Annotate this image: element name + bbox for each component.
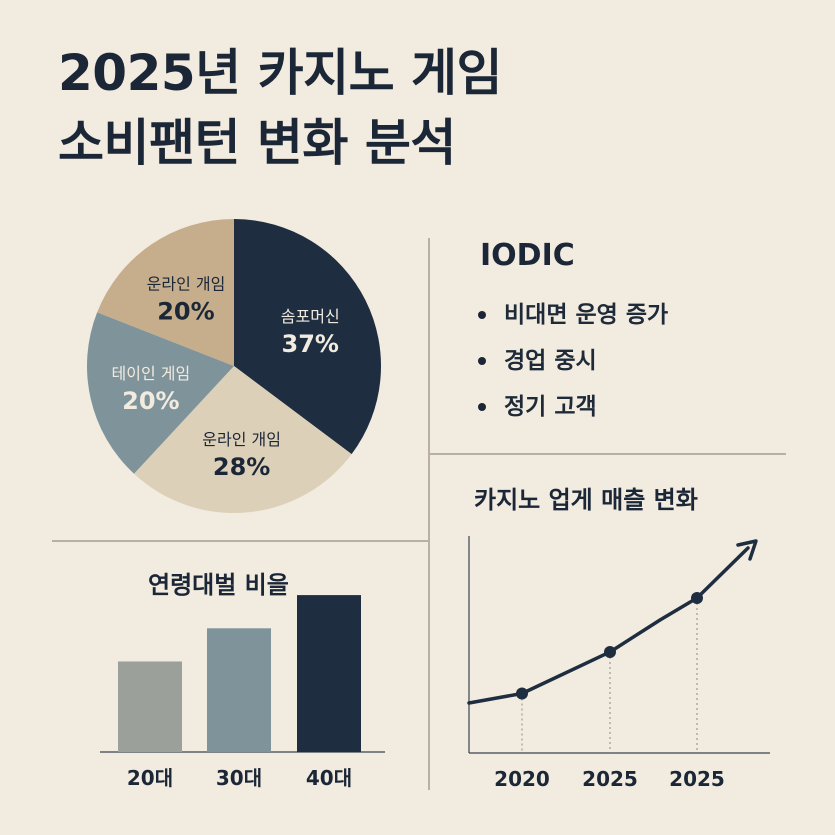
- line-point: [691, 592, 703, 604]
- pie-slice: [234, 219, 381, 455]
- right-horizontal-divider: [428, 453, 786, 455]
- title-line-1: 2025년 카지노 게임: [58, 44, 502, 102]
- arrow-head-icon: [736, 539, 758, 561]
- info-bullet-text: 비대면 운영 증가: [504, 302, 669, 328]
- info-bullet-item: 비대면 운영 증가: [476, 292, 668, 338]
- info-bullet-text: 정기 고객: [504, 394, 597, 420]
- pie-slice-value: 37%: [282, 330, 339, 358]
- info-bullet-item: 경업 중시: [476, 338, 668, 384]
- pie-slice-label: 솜포머신: [281, 307, 340, 326]
- bar: [207, 628, 271, 752]
- pie-slice: [134, 366, 352, 513]
- pie-slice-label: 운라인 개임: [202, 430, 281, 449]
- bullet-dot-icon: [478, 311, 486, 319]
- line-series-path: [467, 546, 750, 705]
- bar-category-label: 40대: [306, 766, 352, 790]
- vertical-divider: [428, 238, 430, 790]
- line-chart-title: 카지노 업게 매츨 변화: [474, 486, 698, 514]
- pie-slice-value: 20%: [157, 298, 214, 326]
- line-point: [516, 687, 528, 700]
- pie-slice-label: 테이인 게임: [112, 364, 191, 383]
- bar: [297, 595, 361, 752]
- info-bullet-item: 정기 고객: [476, 384, 668, 430]
- bar-category-label: 30대: [216, 766, 262, 790]
- pie-slice: [97, 219, 234, 366]
- pie-slice: [86, 312, 234, 474]
- line-x-tick-label: 2020: [494, 767, 550, 791]
- bullet-dot-icon: [478, 403, 486, 411]
- pie-slice-value: 28%: [213, 453, 270, 481]
- info-bullet-list: 비대면 운영 증가 경업 중시 정기 고객: [476, 292, 668, 430]
- page-title: 2025년 카지노 게임 소비팬턴 변화 분석: [58, 38, 502, 178]
- bullet-dot-icon: [478, 357, 486, 365]
- bar: [118, 661, 182, 752]
- info-bullet-text: 경업 중시: [504, 348, 597, 374]
- pie-slice-label: 운라인 개임: [147, 275, 226, 294]
- info-heading: IODIC: [480, 238, 575, 273]
- line-point: [604, 645, 616, 658]
- bar-category-label: 20대: [127, 766, 173, 790]
- line-x-tick-label: 2025: [582, 767, 638, 791]
- bar-chart-title: 연령대벌 비을: [148, 571, 289, 599]
- title-line-2: 소비팬턴 변화 분석: [58, 114, 456, 172]
- line-x-tick-label: 2025: [669, 767, 725, 791]
- pie-slice-value: 20%: [122, 387, 179, 415]
- left-horizontal-divider: [52, 540, 428, 542]
